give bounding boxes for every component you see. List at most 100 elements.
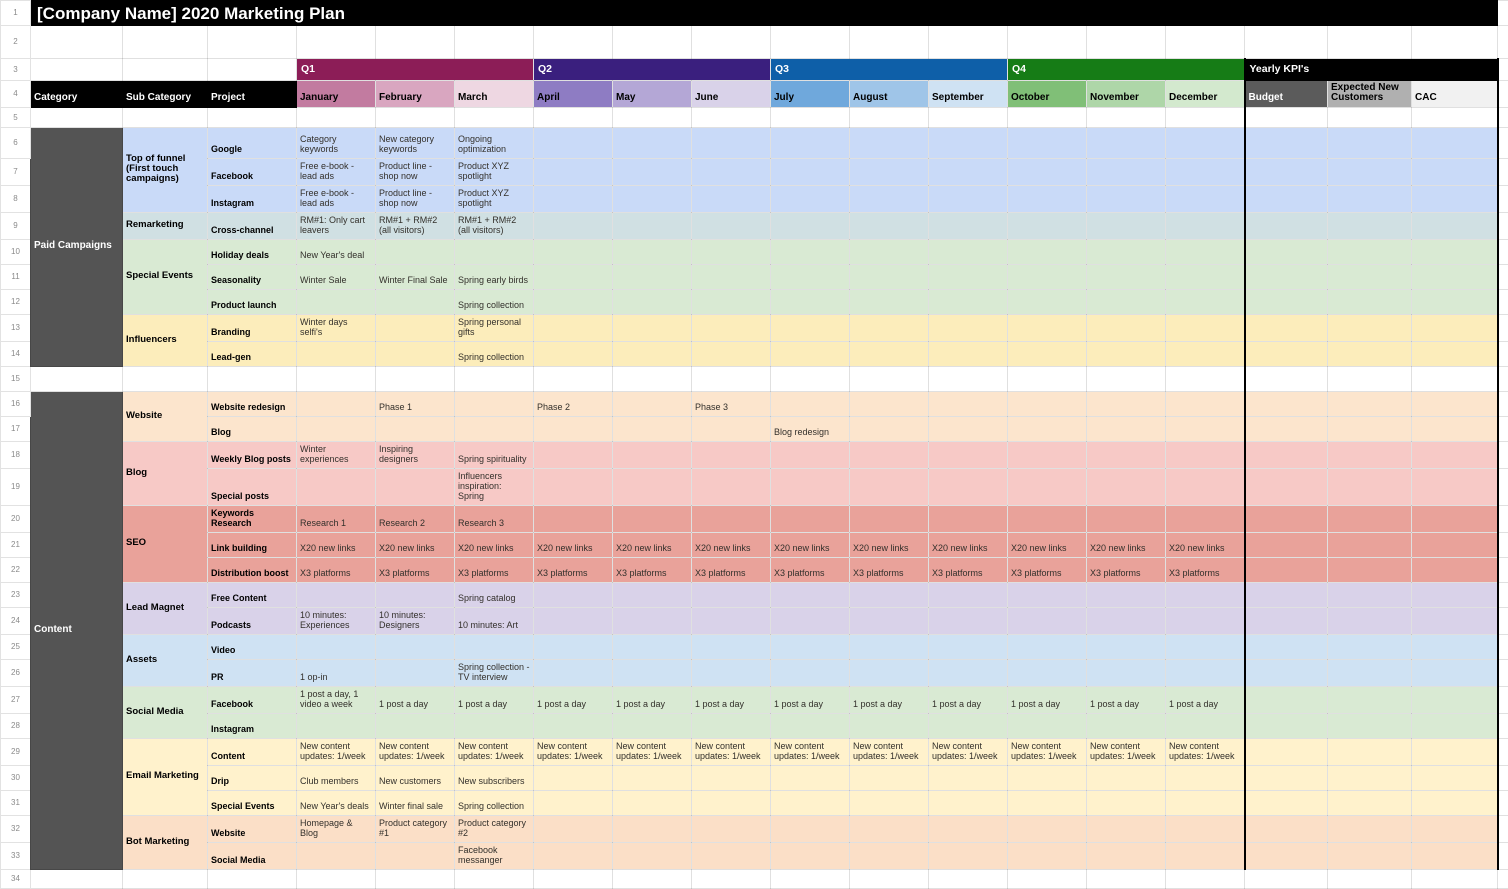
- kpi-cac-cell[interactable]: [1410, 391, 1499, 417]
- empty-cell[interactable]: [1086, 366, 1166, 392]
- empty-cell[interactable]: [849, 25, 929, 59]
- kpi-customers-cell[interactable]: [1327, 607, 1412, 635]
- data-cell[interactable]: 1 post a day: [691, 686, 771, 714]
- kpi-cac-cell[interactable]: [1410, 659, 1499, 687]
- subcategory-cell[interactable]: Influencers: [122, 314, 208, 367]
- data-cell[interactable]: Winter Sale: [296, 264, 376, 290]
- empty-cell[interactable]: [1165, 366, 1245, 392]
- empty-cell[interactable]: [770, 366, 850, 392]
- empty-cell[interactable]: [691, 107, 771, 128]
- data-cell[interactable]: [1165, 391, 1245, 417]
- data-cell[interactable]: [1086, 441, 1166, 469]
- data-cell[interactable]: X20 new links: [296, 532, 376, 558]
- data-cell[interactable]: [770, 582, 850, 608]
- data-cell[interactable]: [1086, 416, 1166, 442]
- data-cell[interactable]: New content updates: 1/week: [849, 738, 929, 766]
- empty-cell[interactable]: [533, 869, 613, 889]
- data-cell[interactable]: [770, 659, 850, 687]
- kpi-column-header[interactable]: Expected New Customers: [1327, 80, 1412, 108]
- data-cell[interactable]: [612, 842, 692, 870]
- kpi-budget-cell[interactable]: [1243, 391, 1328, 417]
- data-cell[interactable]: [691, 634, 771, 660]
- data-cell[interactable]: [691, 659, 771, 687]
- kpi-budget-cell[interactable]: [1243, 264, 1328, 290]
- month-header[interactable]: April: [533, 80, 613, 108]
- project-cell[interactable]: Social Media: [207, 842, 297, 870]
- data-cell[interactable]: X20 new links: [454, 532, 534, 558]
- data-cell[interactable]: [533, 765, 613, 791]
- kpi-cac-cell[interactable]: [1410, 158, 1499, 186]
- data-cell[interactable]: X3 platforms: [533, 557, 613, 583]
- data-cell[interactable]: [296, 842, 376, 870]
- data-cell[interactable]: [849, 607, 929, 635]
- empty-cell[interactable]: [1497, 441, 1508, 469]
- row-number[interactable]: 2: [0, 25, 31, 59]
- kpi-budget-cell[interactable]: [1243, 686, 1328, 714]
- data-cell[interactable]: [375, 582, 455, 608]
- empty-cell[interactable]: [375, 366, 455, 392]
- data-cell[interactable]: 10 minutes: Art: [454, 607, 534, 635]
- data-cell[interactable]: [928, 314, 1008, 342]
- empty-cell[interactable]: [770, 869, 850, 889]
- data-cell[interactable]: [1165, 713, 1245, 739]
- kpi-customers-cell[interactable]: [1327, 842, 1412, 870]
- data-cell[interactable]: [612, 582, 692, 608]
- data-cell[interactable]: Product line - shop now: [375, 158, 455, 186]
- data-cell[interactable]: [691, 239, 771, 265]
- data-cell[interactable]: [770, 468, 850, 506]
- data-cell[interactable]: X3 platforms: [928, 557, 1008, 583]
- data-cell[interactable]: [1007, 441, 1087, 469]
- empty-cell[interactable]: [122, 107, 208, 128]
- empty-cell[interactable]: [1497, 582, 1508, 608]
- column-header[interactable]: Sub Category: [122, 80, 208, 108]
- data-cell[interactable]: 1 post a day: [1086, 686, 1166, 714]
- data-cell[interactable]: [296, 391, 376, 417]
- data-cell[interactable]: [691, 264, 771, 290]
- data-cell[interactable]: [1086, 505, 1166, 533]
- kpi-customers-cell[interactable]: [1327, 582, 1412, 608]
- data-cell[interactable]: [1007, 127, 1087, 159]
- month-header[interactable]: July: [770, 80, 850, 108]
- data-cell[interactable]: [375, 468, 455, 506]
- kpi-customers-cell[interactable]: [1327, 686, 1412, 714]
- row-number[interactable]: 15: [0, 366, 31, 392]
- data-cell[interactable]: X3 platforms: [375, 557, 455, 583]
- data-cell[interactable]: Product category #2: [454, 815, 534, 843]
- data-cell[interactable]: 1 post a day: [849, 686, 929, 714]
- subcategory-cell[interactable]: Lead Magnet: [122, 582, 208, 635]
- data-cell[interactable]: [533, 607, 613, 635]
- data-cell[interactable]: Phase 2: [533, 391, 613, 417]
- data-cell[interactable]: [1007, 815, 1087, 843]
- data-cell[interactable]: [1086, 713, 1166, 739]
- data-cell[interactable]: [849, 314, 929, 342]
- data-cell[interactable]: 1 post a day, 1 video a week: [296, 686, 376, 714]
- empty-cell[interactable]: [1497, 842, 1508, 870]
- data-cell[interactable]: [533, 842, 613, 870]
- row-number[interactable]: 7: [0, 158, 31, 186]
- data-cell[interactable]: [849, 505, 929, 533]
- data-cell[interactable]: Winter experiences: [296, 441, 376, 469]
- data-cell[interactable]: [770, 264, 850, 290]
- data-cell[interactable]: [533, 582, 613, 608]
- data-cell[interactable]: New content updates: 1/week: [533, 738, 613, 766]
- data-cell[interactable]: 10 minutes: Experiences: [296, 607, 376, 635]
- kpi-cac-cell[interactable]: [1410, 505, 1499, 533]
- data-cell[interactable]: [691, 582, 771, 608]
- data-cell[interactable]: [533, 212, 613, 240]
- data-cell[interactable]: Spring collection: [454, 289, 534, 315]
- data-cell[interactable]: [928, 341, 1008, 367]
- empty-cell[interactable]: [770, 107, 850, 128]
- kpi-budget-cell[interactable]: [1243, 815, 1328, 843]
- data-cell[interactable]: Research 1: [296, 505, 376, 533]
- data-cell[interactable]: [770, 842, 850, 870]
- empty-cell[interactable]: [1497, 738, 1508, 766]
- data-cell[interactable]: [849, 815, 929, 843]
- data-cell[interactable]: Winter days selfi's: [296, 314, 376, 342]
- kpi-cac-cell[interactable]: [1410, 557, 1499, 583]
- kpi-cac-cell[interactable]: [1410, 815, 1499, 843]
- data-cell[interactable]: X3 platforms: [296, 557, 376, 583]
- data-cell[interactable]: [1165, 158, 1245, 186]
- data-cell[interactable]: [375, 416, 455, 442]
- data-cell[interactable]: [1007, 341, 1087, 367]
- row-number[interactable]: 18: [0, 441, 31, 469]
